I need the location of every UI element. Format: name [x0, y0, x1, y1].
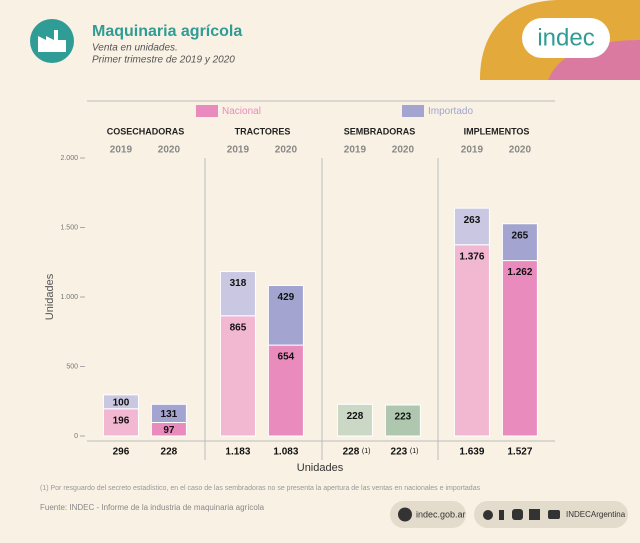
y-tick-label: 1.000	[60, 294, 78, 301]
y-tick-label: 2.000	[60, 155, 78, 162]
group-label: SEMBRADORAS	[344, 126, 416, 136]
bar	[267, 284, 304, 346]
total-label: 1.083	[273, 447, 298, 458]
value-label: 263	[464, 215, 481, 226]
group-label: IMPLEMENTOS	[464, 126, 530, 136]
bar	[501, 260, 538, 437]
value-label: 1.262	[507, 267, 532, 278]
bar	[336, 403, 373, 437]
total-note: (1)	[362, 448, 371, 455]
bar	[384, 404, 421, 437]
bar	[453, 244, 490, 437]
logo-pill	[522, 18, 610, 58]
web: indec.gob.ar	[416, 509, 466, 519]
bar	[102, 394, 139, 410]
total-label: 1.183	[225, 447, 250, 458]
value-label: 318	[230, 278, 247, 289]
bar	[102, 408, 139, 437]
period: Primer trimestre de 2019 y 2020	[92, 55, 235, 66]
subtitle: Venta en unidades.	[92, 43, 178, 54]
total-label: 1.639	[459, 447, 484, 458]
year-label: 2020	[275, 145, 298, 156]
year-label: 2020	[392, 145, 415, 156]
total-label: 296	[113, 447, 130, 458]
total-label: 228	[161, 447, 178, 458]
value-label: 265	[512, 230, 529, 241]
legend-swatch	[196, 105, 218, 117]
year-label: 2019	[344, 145, 367, 156]
legend-label: Nacional	[222, 106, 261, 117]
web-pill	[390, 501, 466, 528]
value-label: 100	[113, 397, 130, 408]
footnote: (1) Por resguardo del secreto estadístic…	[40, 485, 481, 492]
y-tick-label: 500	[66, 363, 78, 370]
value-label: 223	[395, 412, 412, 423]
bar	[453, 207, 490, 246]
year-label: 2020	[158, 145, 181, 156]
group-label: COSECHADORAS	[107, 126, 185, 136]
bar	[219, 271, 256, 317]
year-label: 2019	[110, 145, 133, 156]
bar	[501, 223, 538, 262]
social-icons	[483, 509, 560, 520]
web-icon	[398, 507, 412, 522]
value-label: 1.376	[459, 251, 484, 262]
value-label: 865	[230, 322, 247, 333]
social: INDECArgentina	[566, 510, 626, 519]
group-label: TRACTORES	[235, 126, 291, 136]
y-tick-label: 0	[74, 433, 78, 440]
year-label: 2020	[509, 145, 532, 156]
source: Fuente: INDEC - Informe de la industria …	[40, 503, 265, 512]
logo: indec	[537, 24, 594, 51]
value-label: 429	[278, 292, 295, 303]
total-label: 223	[391, 447, 408, 458]
x-axis-label: Unidades	[297, 462, 344, 474]
legend-swatch	[402, 105, 424, 117]
year-label: 2019	[227, 145, 250, 156]
factory-icon	[38, 30, 66, 52]
total-note: (1)	[410, 448, 419, 455]
decor-pink	[548, 40, 640, 80]
total-label: 1.527	[507, 447, 532, 458]
value-label: 97	[163, 425, 175, 436]
value-label: 228	[347, 411, 364, 422]
legend-label: Importado	[428, 106, 473, 117]
value-label: 131	[161, 409, 178, 420]
y-tick-label: 1.500	[60, 224, 78, 231]
year-label: 2019	[461, 145, 484, 156]
value-label: 196	[113, 415, 130, 426]
value-label: 654	[278, 352, 295, 363]
y-axis-label: Unidades	[44, 273, 56, 320]
title: Maquinaria agrícola	[92, 23, 242, 40]
bar	[150, 403, 187, 424]
total-label: 228	[343, 447, 360, 458]
bar	[219, 315, 256, 437]
